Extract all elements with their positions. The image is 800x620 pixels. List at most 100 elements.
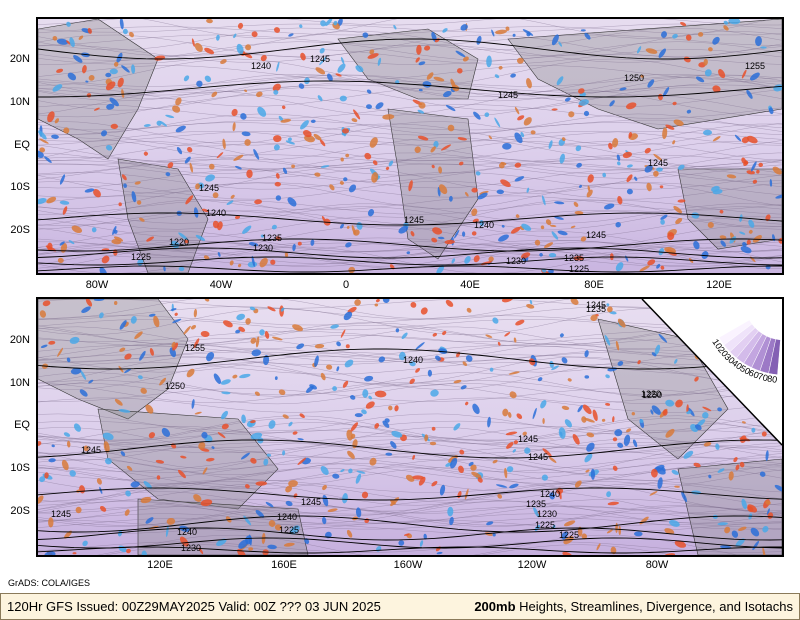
bottom-divergence-blob (650, 409, 654, 415)
top-divergence-blob (625, 102, 637, 110)
bottom-divergence-blob (405, 474, 415, 482)
top-divergence-blob (212, 220, 219, 229)
bottom-streamlines (38, 299, 782, 555)
bottom-divergence-blob (174, 312, 178, 316)
top-streamline (38, 141, 782, 163)
top-streamline (38, 167, 782, 194)
bottom-divergence-blob (507, 411, 512, 418)
bottom-contour-label-11: 1240 (539, 489, 561, 499)
top-divergence-blob (615, 221, 621, 228)
bottom-divergence-blob (542, 448, 552, 457)
bottom-divergence-blob (51, 444, 55, 448)
bottom-streamline (38, 467, 782, 490)
top-contour-label-3: 1245 (497, 90, 519, 100)
top-divergence-blob (505, 26, 510, 31)
top-divergence-blob (216, 152, 224, 159)
bottom-divergence-blob (42, 300, 51, 307)
top-divergence-blob (113, 236, 124, 242)
top-divergence-blob (69, 37, 75, 48)
bottom-streamline (38, 344, 782, 358)
top-divergence-blob (647, 259, 656, 266)
bottom-divergence-blob (61, 459, 69, 471)
bottom-divergence-blob (412, 454, 415, 460)
bottom-divergence-blob (561, 357, 568, 364)
bottom-streamline (38, 498, 782, 514)
top-divergence-blob (230, 194, 235, 199)
bottom-divergence-blob (586, 432, 595, 438)
legend-label-10: 10 (710, 337, 724, 351)
bottom-divergence-blob (250, 420, 256, 424)
top-divergence-blob (237, 22, 244, 29)
bottom-divergence-blob (320, 466, 329, 475)
bottom-divergence-blob (513, 440, 519, 445)
bottom-divergence-blob (140, 496, 152, 504)
top-divergence-blob (275, 195, 282, 201)
bottom-divergence-blob (285, 485, 292, 493)
bottom-divergence-blob (537, 377, 543, 382)
bottom-contour-label-2: 1250 (164, 381, 186, 391)
top-divergence-blob (622, 151, 632, 159)
bottom-divergence-blob (343, 311, 353, 321)
bottom-divergence-blob (200, 499, 213, 507)
top-divergence-blob (131, 191, 137, 203)
bottom-divergence-blob (378, 356, 386, 363)
bottom-divergence-blob (374, 303, 379, 307)
bottom-divergence-blob (304, 538, 310, 545)
top-divergence-blob (345, 153, 350, 158)
top-contour-label-16: 1235 (563, 253, 585, 263)
top-contour-label-17: 1225 (568, 264, 590, 274)
top-streamline (38, 49, 782, 65)
top-divergence-blob (723, 25, 729, 31)
top-divergence-blob (520, 131, 525, 138)
bottom-divergence-blob (604, 335, 611, 346)
top-divergence-blob (626, 188, 633, 195)
bottom-streamline (38, 351, 782, 363)
bottom-divergence-blob (694, 424, 702, 431)
top-lat-label-eq: EQ (14, 139, 30, 151)
bottom-divergence-blob (506, 441, 514, 449)
top-divergence-blob (59, 241, 65, 246)
top-contour-label-14: 1240 (473, 220, 495, 230)
top-lon-label-120e: 120E (706, 279, 732, 291)
top-divergence-blob (726, 174, 737, 179)
top-divergence-blob (211, 91, 218, 98)
bottom-streamline (38, 442, 782, 470)
bottom-divergence-blob (66, 440, 71, 448)
bottom-divergence-blob (322, 517, 327, 525)
bottom-divergence-blob (395, 328, 400, 333)
bottom-divergence-blob (193, 494, 202, 502)
legend-wedge-30 (729, 327, 759, 359)
top-streamline (38, 94, 782, 118)
top-divergence-blob (212, 192, 219, 199)
bottom-divergence-blob (83, 445, 89, 452)
top-streamline (38, 113, 782, 135)
bottom-divergence-blob (180, 455, 187, 459)
top-divergence-blob (284, 252, 289, 258)
bottom-streamline (38, 356, 782, 385)
bottom-divergence-blob (82, 540, 88, 547)
bottom-divergence-blob (375, 299, 380, 303)
bottom-divergence-blob (332, 473, 340, 479)
top-divergence-blob (288, 33, 294, 37)
bottom-divergence-blob (105, 458, 112, 465)
bottom-divergence-blob (248, 547, 254, 551)
top-divergence-blob (433, 140, 439, 148)
top-divergence-blob (229, 260, 234, 266)
bottom-divergence-blob (477, 477, 483, 483)
legend-label-50: 50 (738, 363, 752, 377)
bottom-divergence-blob (741, 421, 746, 424)
bottom-contour-label-21: 1245 (585, 300, 607, 310)
top-streamline (38, 23, 782, 33)
bottom-divergence-blob (114, 398, 123, 406)
top-divergence-blob (246, 169, 253, 179)
bottom-contour-label-16: 1235 (585, 304, 607, 314)
bottom-divergence-blob (526, 303, 535, 309)
bottom-divergence-blob (369, 457, 377, 466)
legend-wedge-60 (751, 335, 772, 372)
top-divergence-blob (739, 231, 746, 235)
bottom-divergence-blob (186, 368, 195, 378)
top-divergence-blob (521, 252, 531, 259)
top-divergence-blob (583, 110, 590, 117)
top-divergence-blob (393, 24, 397, 30)
bottom-streamline (38, 382, 782, 403)
